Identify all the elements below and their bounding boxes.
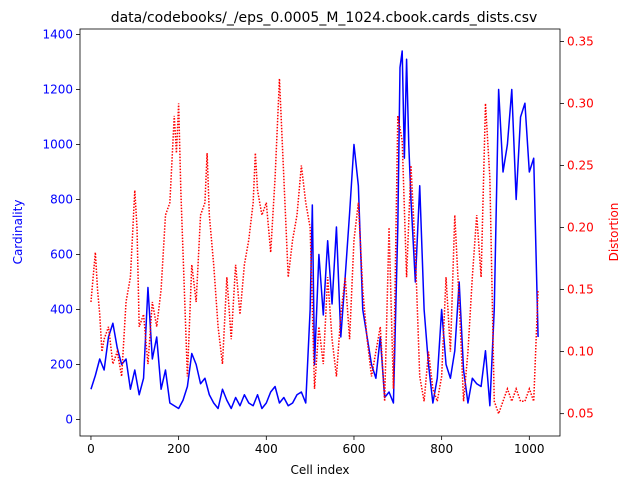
y-axis-left: 0 200 400 600 800 1000 1200 1400 — [42, 28, 80, 427]
chart-title: data/codebooks/_/eps_0.0005_M_1024.cbook… — [111, 10, 538, 26]
x-tick-label: 0 — [87, 442, 95, 456]
x-axis: 0 200 400 600 800 1000 — [87, 436, 545, 456]
x-axis-title: Cell index — [290, 463, 349, 477]
y-right-tick-label: 0.05 — [567, 407, 594, 421]
x-tick-label: 200 — [167, 442, 190, 456]
x-tick-label: 1000 — [514, 442, 545, 456]
y-left-tick-label: 0 — [65, 413, 73, 427]
y-left-tick-label: 1200 — [42, 83, 73, 97]
series-distortion-line — [90, 78, 539, 416]
x-tick-label: 400 — [255, 442, 278, 456]
y-right-tick-label: 0.20 — [567, 221, 594, 235]
y-left-tick-label: 200 — [50, 358, 73, 372]
y-right-tick-label: 0.30 — [567, 96, 594, 110]
y-left-tick-label: 1400 — [42, 28, 73, 42]
x-tick-label: 800 — [430, 442, 453, 456]
y-axis-right-title: Distortion — [607, 203, 621, 262]
x-tick-label: 600 — [343, 442, 366, 456]
y-right-tick-label: 0.15 — [567, 283, 594, 297]
series-cardinality-line — [90, 50, 539, 410]
y-left-tick-label: 800 — [50, 193, 73, 207]
y-right-tick-label: 0.10 — [567, 345, 594, 359]
y-axis-left-title: Cardinality — [11, 200, 25, 265]
y-right-tick-label: 0.35 — [567, 34, 594, 48]
plot-series-group — [90, 50, 539, 416]
y-left-tick-label: 400 — [50, 303, 73, 317]
y-left-tick-label: 1000 — [42, 138, 73, 152]
plot-frame — [79, 28, 561, 437]
y-left-tick-label: 600 — [50, 248, 73, 262]
y-right-tick-label: 0.25 — [567, 158, 594, 172]
y-axis-right: 0.05 0.10 0.15 0.20 0.25 0.30 0.35 — [560, 34, 594, 421]
